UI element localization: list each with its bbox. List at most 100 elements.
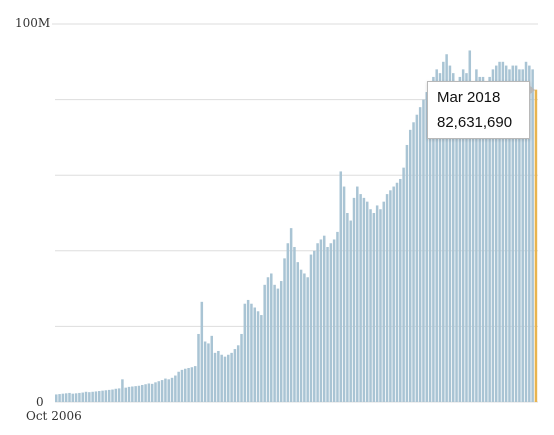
bar[interactable] <box>352 197 356 402</box>
bar[interactable] <box>322 235 326 402</box>
bar[interactable] <box>160 380 164 402</box>
bar[interactable] <box>104 390 108 402</box>
bar[interactable] <box>296 262 300 402</box>
bar[interactable] <box>230 352 233 402</box>
bar[interactable] <box>422 99 425 402</box>
bar[interactable] <box>167 379 170 402</box>
bar[interactable] <box>382 201 386 402</box>
bar[interactable] <box>289 228 293 402</box>
bar[interactable] <box>365 201 369 402</box>
bar[interactable] <box>74 393 78 402</box>
bar[interactable] <box>521 69 524 403</box>
bar[interactable] <box>501 61 505 403</box>
bar[interactable] <box>524 61 528 403</box>
bar[interactable] <box>418 107 422 402</box>
bar[interactable] <box>303 273 306 402</box>
bar[interactable] <box>339 171 343 402</box>
bar[interactable] <box>154 382 157 402</box>
bar[interactable] <box>243 303 247 402</box>
bar[interactable] <box>180 369 184 402</box>
bar[interactable] <box>127 386 131 402</box>
bar[interactable] <box>485 84 488 402</box>
bar[interactable] <box>319 239 323 402</box>
bar[interactable] <box>217 350 220 402</box>
bar[interactable] <box>134 386 137 402</box>
bar[interactable] <box>494 65 498 402</box>
bar[interactable] <box>263 284 266 402</box>
bar[interactable] <box>101 390 104 402</box>
bar[interactable] <box>240 333 243 402</box>
bar[interactable] <box>504 65 508 402</box>
bar[interactable] <box>91 391 94 402</box>
bar[interactable] <box>438 73 442 402</box>
bar[interactable] <box>362 197 366 402</box>
bar[interactable] <box>428 84 432 402</box>
bar[interactable] <box>356 186 359 402</box>
bar[interactable] <box>203 341 207 402</box>
bar[interactable] <box>207 343 210 402</box>
bar[interactable] <box>372 213 376 402</box>
bar[interactable] <box>157 381 161 402</box>
bar[interactable] <box>481 76 485 403</box>
bar[interactable] <box>408 129 412 402</box>
bar[interactable] <box>508 69 511 403</box>
bar[interactable] <box>174 375 177 402</box>
bar[interactable] <box>514 65 518 402</box>
bar[interactable] <box>402 167 405 402</box>
bar[interactable] <box>531 69 534 403</box>
bar[interactable] <box>448 65 452 402</box>
bar[interactable] <box>313 250 316 402</box>
bar[interactable] <box>528 65 531 402</box>
bar[interactable] <box>276 288 280 402</box>
bar[interactable] <box>432 76 435 403</box>
bar[interactable] <box>475 69 478 403</box>
bar[interactable] <box>253 307 256 403</box>
bar[interactable] <box>273 284 276 402</box>
bar[interactable] <box>471 84 475 402</box>
bar[interactable] <box>131 386 134 403</box>
bar[interactable] <box>451 73 455 402</box>
bar[interactable] <box>124 387 127 402</box>
bar[interactable] <box>306 277 309 402</box>
bar[interactable] <box>117 388 121 402</box>
bar[interactable] <box>316 243 319 402</box>
bar[interactable] <box>55 394 58 402</box>
bar[interactable] <box>170 377 174 402</box>
bar[interactable] <box>326 247 329 402</box>
bar[interactable] <box>107 389 111 402</box>
bar[interactable] <box>223 356 227 402</box>
bar[interactable] <box>332 239 336 402</box>
bar[interactable] <box>478 76 481 403</box>
bar[interactable] <box>184 368 187 402</box>
bar[interactable] <box>58 394 61 402</box>
bar[interactable] <box>309 254 313 402</box>
bar[interactable] <box>293 247 296 402</box>
bar[interactable] <box>385 194 389 402</box>
bar[interactable] <box>369 209 372 402</box>
bar-highlighted[interactable] <box>534 89 538 403</box>
bar[interactable] <box>111 389 114 402</box>
bar[interactable] <box>389 190 392 402</box>
bar[interactable] <box>375 205 379 402</box>
bar[interactable] <box>88 392 91 402</box>
bar[interactable] <box>349 220 352 402</box>
bar[interactable] <box>395 182 399 402</box>
bar[interactable] <box>329 243 333 402</box>
bar[interactable] <box>220 354 223 402</box>
bar[interactable] <box>342 186 346 402</box>
bar[interactable] <box>461 69 465 403</box>
bar[interactable] <box>518 69 521 403</box>
bar[interactable] <box>412 122 415 402</box>
bar[interactable] <box>81 392 84 402</box>
bar[interactable] <box>455 84 458 402</box>
bar[interactable] <box>61 393 65 402</box>
bar[interactable] <box>64 393 68 402</box>
bar[interactable] <box>144 384 147 402</box>
bar[interactable] <box>71 393 75 402</box>
bar[interactable] <box>164 378 167 402</box>
bar[interactable] <box>137 385 141 402</box>
bar[interactable] <box>233 349 237 402</box>
bar[interactable] <box>399 178 402 402</box>
bar[interactable] <box>465 73 468 402</box>
bar[interactable] <box>78 392 81 402</box>
